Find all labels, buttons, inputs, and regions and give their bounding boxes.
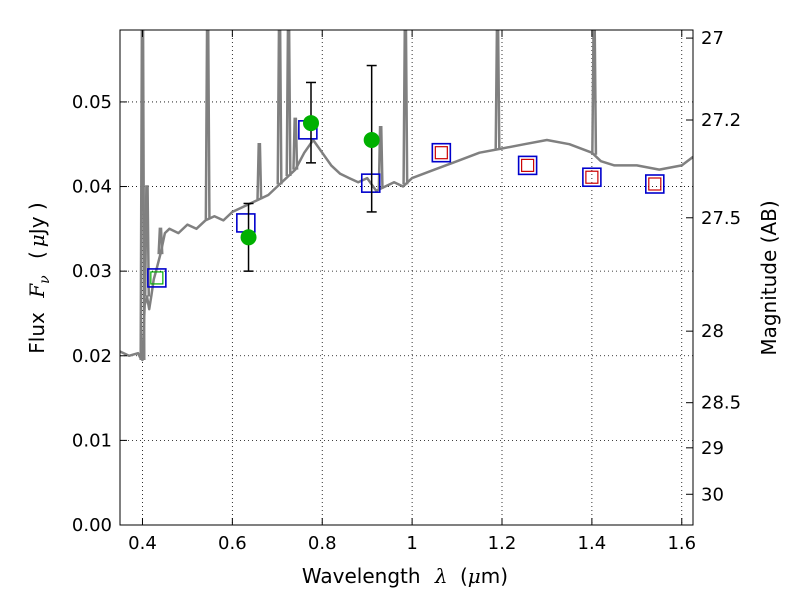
x-axis-label: Wavelength λ (μm) (302, 564, 508, 588)
y-tick-label: 0.03 (72, 261, 112, 282)
data-point-square-blue (517, 155, 538, 176)
y2-tick-label: 27 (701, 28, 724, 49)
axes: 0.4 0.6 0.8 1 1.2 1.4 1.6 0.00 0.01 0.02 0.03 0.04 0… (72, 28, 741, 554)
y2-tick-label: 27.5 (701, 208, 741, 229)
data-point-square-inner (585, 170, 599, 184)
y2-tick-label: 28.5 (701, 393, 741, 414)
y2-tick-label: 30 (701, 484, 724, 505)
y-tick-label: 0.05 (72, 92, 112, 113)
emission-line-spike (256, 142, 263, 200)
data-point-square-blue (236, 213, 256, 233)
emission-line-spike (377, 126, 384, 189)
data-point-square-inner (150, 271, 164, 285)
emission-line-spike (285, 30, 292, 176)
x-tick-label: 1.6 (667, 533, 696, 554)
data-point-square-blue (147, 268, 167, 288)
data-point-circle-green (240, 229, 257, 246)
y-axis-label: Flux Fν (μJy ) (25, 202, 54, 353)
x-tick-label: 1 (406, 533, 417, 554)
y-tick-label: 0.02 (72, 346, 112, 367)
emission-line-spike (494, 30, 501, 150)
plot-clip-group (120, 30, 693, 362)
data-point-square-blue (644, 174, 665, 194)
data-point-square-blue (360, 173, 381, 193)
data-point-square-inner (521, 158, 535, 172)
emission-line-spike (591, 30, 598, 155)
emission-line-spike (276, 30, 283, 185)
data-point-circle-green (303, 115, 319, 132)
y-tick-label: 0.00 (72, 515, 112, 536)
axes-frame (119, 29, 694, 526)
y2-tick-label: 29 (701, 438, 724, 459)
y2-tick-label: 28 (701, 321, 724, 342)
data-point-square-inner (648, 177, 662, 191)
data-point-square-blue (431, 142, 452, 163)
emission-line-spike (204, 30, 211, 220)
grid-lines (120, 30, 693, 526)
data-point-circle-green (363, 132, 380, 148)
data-point-square-blue (582, 167, 602, 188)
x-tick-label: 0.6 (218, 533, 247, 554)
data-point-square-inner (434, 146, 448, 160)
y2-axis-label: Magnitude (AB) (757, 200, 781, 355)
emission-line-spike (292, 117, 299, 170)
emission-line-spike (157, 227, 164, 255)
emission-line-spike (402, 30, 409, 185)
x-tick-label: 0.4 (128, 533, 157, 554)
x-tick-label: 1.4 (578, 533, 607, 554)
y-tick-label: 0.04 (72, 177, 112, 198)
x-tick-label: 1.2 (488, 533, 517, 554)
emission-line-spike (139, 30, 146, 361)
y-tick-label: 0.01 (72, 430, 112, 451)
y2-tick-label: 27.2 (701, 110, 741, 131)
plot-area (120, 30, 693, 362)
x-tick-label: 0.8 (308, 533, 337, 554)
emission-line-spike (143, 185, 151, 297)
